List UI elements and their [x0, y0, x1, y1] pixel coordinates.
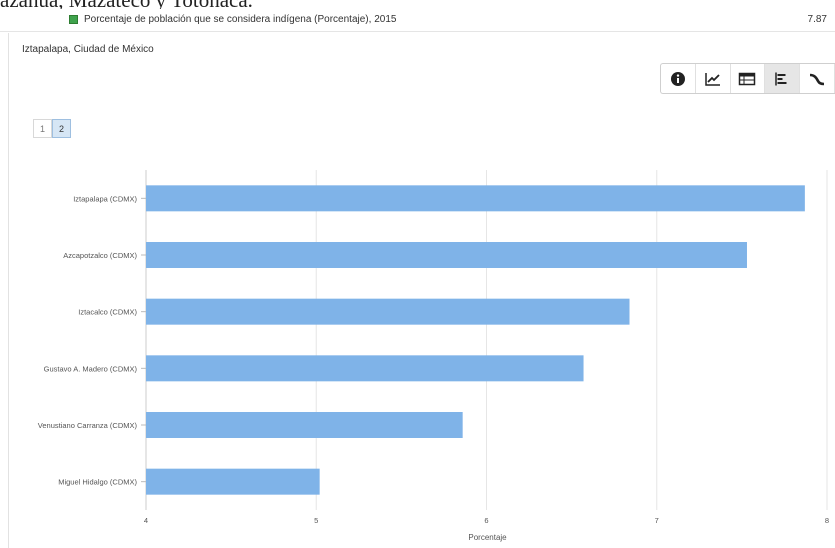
bar-3 — [146, 298, 630, 325]
place-title: Iztapalapa, Ciudad de México — [22, 44, 154, 55]
bar-5 — [146, 412, 463, 438]
curve-button[interactable] — [800, 64, 835, 93]
page-button-1[interactable]: 1 — [33, 119, 52, 138]
category-label-1: Iztapalapa (CDMX) — [73, 194, 137, 203]
category-label-2: Azcapotzalco (CDMX) — [63, 251, 137, 260]
bar-chart-button[interactable] — [765, 64, 801, 93]
line-chart-button[interactable] — [696, 64, 731, 93]
page-top-text: azahua, Mazateco y Totonaca. — [0, 0, 835, 10]
table-icon — [739, 72, 756, 85]
page-button-2[interactable]: 2 — [52, 119, 71, 138]
category-label-5: Venustiano Carranza (CDMX) — [38, 421, 138, 430]
bar-1 — [146, 185, 805, 212]
info-icon — [670, 71, 685, 86]
table-button[interactable] — [731, 64, 766, 93]
pager: 1 2 — [33, 119, 71, 138]
bar-4 — [146, 355, 584, 382]
curve-icon — [810, 73, 825, 85]
legend-value: 7.87 — [807, 14, 827, 25]
chart-panel — [8, 33, 835, 548]
x-tick-label-4: 4 — [144, 516, 148, 525]
x-axis-title: Porcentaje — [468, 533, 507, 542]
bar-chart-icon — [775, 72, 787, 85]
x-tick-label-8: 8 — [825, 516, 829, 525]
category-label-3: Iztacalco (CDMX) — [78, 308, 137, 317]
legend-row: Porcentaje de población que se considera… — [0, 9, 835, 32]
category-label-6: Miguel Hidalgo (CDMX) — [58, 478, 137, 487]
chart-toolbar — [660, 63, 835, 94]
x-tick-label-7: 7 — [655, 516, 659, 525]
bar-6 — [146, 468, 320, 495]
x-tick-label-6: 6 — [484, 516, 488, 525]
x-tick-label-5: 5 — [314, 516, 318, 525]
line-chart-icon — [704, 72, 720, 86]
bar-2 — [146, 242, 747, 268]
category-label-4: Gustavo A. Madero (CDMX) — [44, 364, 138, 373]
legend-label: Porcentaje de población que se considera… — [84, 14, 397, 25]
legend-swatch — [69, 15, 78, 24]
info-button[interactable] — [661, 64, 696, 93]
